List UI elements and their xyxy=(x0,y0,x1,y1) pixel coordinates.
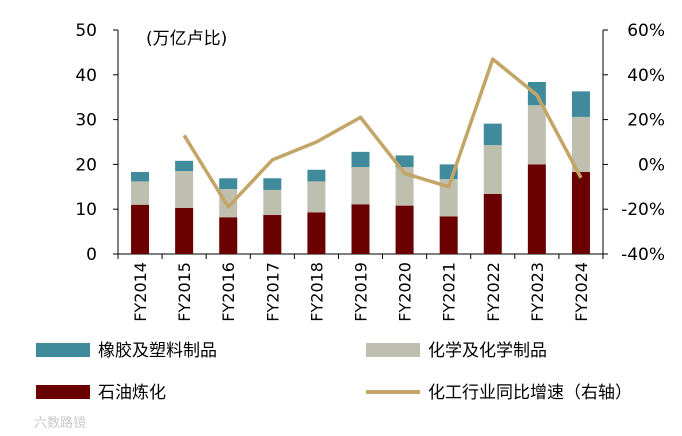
bars xyxy=(131,81,590,254)
left-tick-label: 30 xyxy=(75,111,97,131)
unit-label: (万亿卢比) xyxy=(146,29,227,49)
right-tick-label: -40% xyxy=(621,245,665,265)
bar-segment xyxy=(175,171,194,208)
bar-segment xyxy=(571,116,590,173)
x-axis-ticks xyxy=(117,254,604,259)
right-tick-label: -20% xyxy=(621,200,665,220)
bar-segment xyxy=(483,123,502,146)
bar-segment xyxy=(307,181,326,213)
x-tick-label: FY2024 xyxy=(572,262,591,322)
right-axis-ticks: -40% -20% 0% 20% 40% 60% xyxy=(603,21,665,265)
growth-line-group xyxy=(182,57,583,209)
legend-label: 化学及化学制品 xyxy=(428,341,547,361)
bar-segment xyxy=(307,212,326,254)
x-tick-label: FY2019 xyxy=(352,262,371,322)
bar-segment xyxy=(219,178,238,190)
bar-segment xyxy=(351,167,370,205)
bar-segment xyxy=(351,204,370,254)
watermark: 六数路镜 xyxy=(34,415,86,431)
bar-segment xyxy=(571,91,590,117)
bar-segment xyxy=(263,178,282,190)
x-axis-labels: FY2014 FY2015 FY2016 FY2017 FY2018 FY2019 FY20… xyxy=(131,262,591,322)
left-tick-label: 40 xyxy=(75,66,97,86)
left-tick-label: 20 xyxy=(75,155,97,175)
bar-segment xyxy=(571,172,590,254)
bar-segment xyxy=(351,151,370,168)
bar-segment xyxy=(131,204,150,254)
left-tick-label: 0 xyxy=(86,245,97,265)
x-tick-label: FY2014 xyxy=(131,262,150,322)
bar-segment xyxy=(263,215,282,254)
x-tick-label: FY2016 xyxy=(219,262,238,322)
right-tick-label: 60% xyxy=(627,21,665,41)
growth-line xyxy=(182,57,583,209)
left-tick-label: 10 xyxy=(75,200,97,220)
bar-segment xyxy=(131,172,150,182)
right-tick-label: 0% xyxy=(638,155,665,175)
x-tick-label: FY2015 xyxy=(175,262,194,322)
right-tick-label: 20% xyxy=(627,111,665,131)
x-tick-label: FY2021 xyxy=(440,262,459,322)
bar-segment xyxy=(219,217,238,254)
bar-segment xyxy=(439,216,458,254)
bar-segment xyxy=(527,164,546,254)
bar-segment xyxy=(483,193,502,254)
legend-label: 化工行业同比增速（右轴） xyxy=(428,383,632,403)
bar-segment xyxy=(395,205,414,254)
legend-swatch xyxy=(366,343,420,357)
bar-segment xyxy=(175,160,194,172)
watermark-text: 六数路镜 xyxy=(34,415,86,431)
legend-swatch xyxy=(36,343,90,357)
bar-segment xyxy=(175,207,194,254)
legend-label: 石油炼化 xyxy=(98,383,166,403)
bar-segment xyxy=(395,155,414,168)
bar-segment xyxy=(263,189,282,216)
left-axis-ticks: 0 10 20 30 40 50 xyxy=(75,21,118,265)
x-tick-label: FY2018 xyxy=(307,262,326,322)
bar-segment xyxy=(131,181,150,205)
left-tick-label: 50 xyxy=(75,21,97,41)
legend-swatch xyxy=(36,385,90,399)
bar-segment xyxy=(483,145,502,194)
bar-segment xyxy=(219,189,238,218)
x-tick-label: FY2022 xyxy=(484,262,503,322)
x-tick-label: FY2020 xyxy=(396,262,415,322)
legend-label: 橡胶及塑料制品 xyxy=(98,341,217,361)
x-tick-label: FY2017 xyxy=(263,262,282,322)
bar-segment xyxy=(395,167,414,206)
bar-segment xyxy=(439,179,458,217)
x-tick-label: FY2023 xyxy=(528,262,547,322)
bar-segment xyxy=(527,105,546,165)
bar-segment xyxy=(307,169,326,182)
right-tick-label: 40% xyxy=(627,66,665,86)
